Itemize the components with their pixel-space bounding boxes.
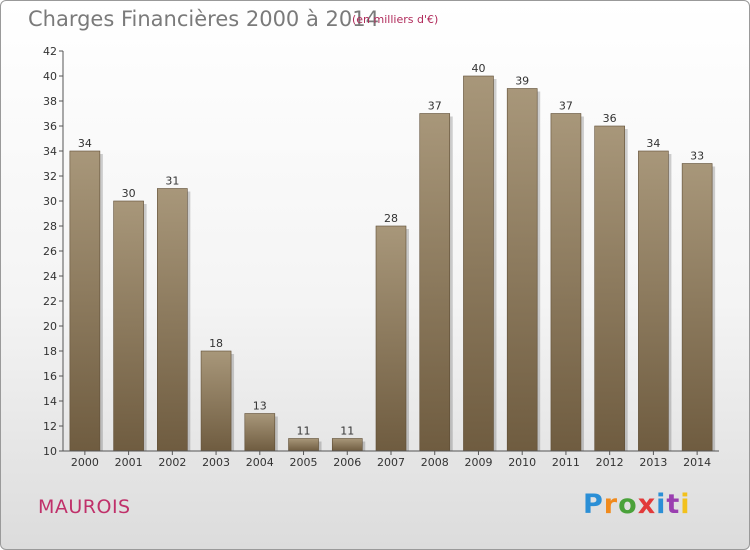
- y-tick-label: 12: [43, 420, 57, 433]
- x-tick-label: 2012: [596, 456, 624, 469]
- logo-letter: o: [618, 489, 638, 520]
- bar-value-label: 28: [384, 212, 398, 225]
- y-tick-label: 36: [43, 120, 57, 133]
- bar-value-label: 18: [209, 337, 223, 350]
- bar-2004: [244, 413, 276, 452]
- x-tick-label: 2009: [464, 456, 492, 469]
- bar-2007: [375, 225, 407, 452]
- x-tick-label: 2010: [508, 456, 536, 469]
- logo-letter: r: [603, 489, 619, 520]
- bar-value-label: 34: [646, 137, 660, 150]
- bar-2012: [594, 125, 625, 452]
- bar-value-label: 37: [428, 100, 442, 113]
- x-tick-label: 2006: [333, 456, 361, 469]
- y-tick-label: 30: [43, 195, 57, 208]
- x-tick-label: 2013: [639, 456, 667, 469]
- bar-value-label: 11: [340, 425, 354, 438]
- chart-title: Charges Financières 2000 à 2014: [28, 7, 379, 31]
- bar-2009: [463, 75, 494, 452]
- bar-value-label: 34: [78, 137, 92, 150]
- y-tick-label: 20: [43, 320, 57, 333]
- unit-note: (en milliers d'€): [352, 13, 439, 26]
- y-tick-label: 32: [43, 170, 57, 183]
- x-tick-label: 2014: [683, 456, 711, 469]
- bar-value-label: 40: [471, 62, 485, 75]
- logo-letter: x: [637, 489, 657, 520]
- x-tick-label: 2003: [202, 456, 230, 469]
- bar-2010: [506, 88, 538, 452]
- y-tick-label: 14: [43, 395, 57, 408]
- bar-2008: [419, 113, 451, 452]
- bar-2002: [157, 188, 188, 452]
- y-tick-label: 34: [43, 145, 57, 158]
- bar-2014: [681, 163, 713, 452]
- logo-letter: i: [680, 489, 691, 520]
- x-tick-label: 2007: [377, 456, 405, 469]
- y-tick-label: 38: [43, 95, 57, 108]
- bar-value-label: 31: [165, 175, 179, 188]
- bar-value-label: 37: [559, 100, 573, 113]
- bar-value-label: 39: [515, 75, 529, 88]
- x-tick-label: 2002: [158, 456, 186, 469]
- bar-2011: [550, 113, 582, 452]
- bar-2003: [200, 350, 232, 452]
- y-tick-label: 18: [43, 345, 57, 358]
- bar-value-label: 33: [690, 150, 704, 163]
- bar-2000: [69, 150, 101, 452]
- bar-2013: [638, 150, 669, 452]
- x-tick-label: 2001: [115, 456, 143, 469]
- x-tick-label: 2004: [246, 456, 274, 469]
- proxiti-logo[interactable]: Proxiti: [583, 489, 691, 520]
- bar-2005: [288, 438, 319, 452]
- bar-value-label: 30: [122, 187, 136, 200]
- y-tick-label: 24: [43, 270, 57, 283]
- y-tick-label: 22: [43, 295, 57, 308]
- x-tick-label: 2011: [552, 456, 580, 469]
- y-tick-label: 26: [43, 245, 57, 258]
- bar-2006: [331, 438, 363, 452]
- y-tick-label: 28: [43, 220, 57, 233]
- x-tick-label: 2008: [421, 456, 449, 469]
- bar-value-label: 13: [253, 400, 267, 413]
- x-tick-label: 2005: [290, 456, 318, 469]
- y-tick-label: 10: [43, 445, 57, 458]
- commune-name: MAUROIS: [38, 496, 131, 518]
- logo-letter: t: [666, 489, 681, 520]
- y-tick-label: 16: [43, 370, 57, 383]
- bar-value-label: 36: [603, 112, 617, 125]
- x-tick-label: 2000: [71, 456, 99, 469]
- y-tick-label: 40: [43, 70, 57, 83]
- logo-letter: i: [656, 489, 667, 520]
- bar-2001: [113, 200, 144, 452]
- logo-letter: P: [583, 489, 604, 520]
- bar-value-label: 11: [297, 425, 311, 438]
- y-tick-label: 42: [43, 45, 57, 58]
